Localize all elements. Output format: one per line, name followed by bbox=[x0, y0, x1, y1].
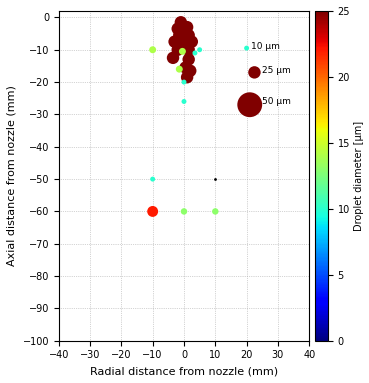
Text: 50 µm: 50 µm bbox=[262, 97, 291, 106]
Point bbox=[150, 176, 156, 182]
Point bbox=[179, 48, 185, 54]
Point bbox=[189, 39, 195, 45]
Point bbox=[175, 47, 181, 53]
Point bbox=[172, 39, 177, 45]
Point bbox=[170, 55, 176, 61]
Point bbox=[175, 26, 181, 32]
Point bbox=[181, 98, 187, 105]
Point bbox=[252, 69, 258, 75]
Point bbox=[176, 32, 182, 38]
Point bbox=[184, 74, 190, 80]
Point bbox=[181, 40, 187, 46]
Y-axis label: Droplet diameter [µm]: Droplet diameter [µm] bbox=[354, 121, 364, 231]
Y-axis label: Axial distance from nozzle (mm): Axial distance from nozzle (mm) bbox=[7, 85, 17, 266]
Point bbox=[186, 47, 192, 53]
Point bbox=[212, 176, 218, 182]
Point bbox=[192, 50, 198, 56]
Point bbox=[184, 24, 190, 30]
Point bbox=[244, 45, 249, 51]
Point bbox=[247, 101, 253, 108]
Point bbox=[212, 208, 218, 214]
Point bbox=[150, 47, 156, 53]
Point bbox=[183, 64, 189, 70]
Point bbox=[186, 56, 192, 62]
Point bbox=[186, 32, 192, 38]
Point bbox=[197, 47, 203, 53]
Point bbox=[176, 66, 182, 72]
Point bbox=[187, 68, 193, 74]
Text: 10 µm: 10 µm bbox=[251, 42, 280, 51]
Text: 25 µm: 25 µm bbox=[262, 66, 291, 75]
X-axis label: Radial distance from nozzle (mm): Radial distance from nozzle (mm) bbox=[90, 366, 278, 376]
Point bbox=[181, 208, 187, 214]
Point bbox=[178, 19, 184, 25]
Point bbox=[181, 79, 187, 85]
Point bbox=[150, 208, 156, 214]
